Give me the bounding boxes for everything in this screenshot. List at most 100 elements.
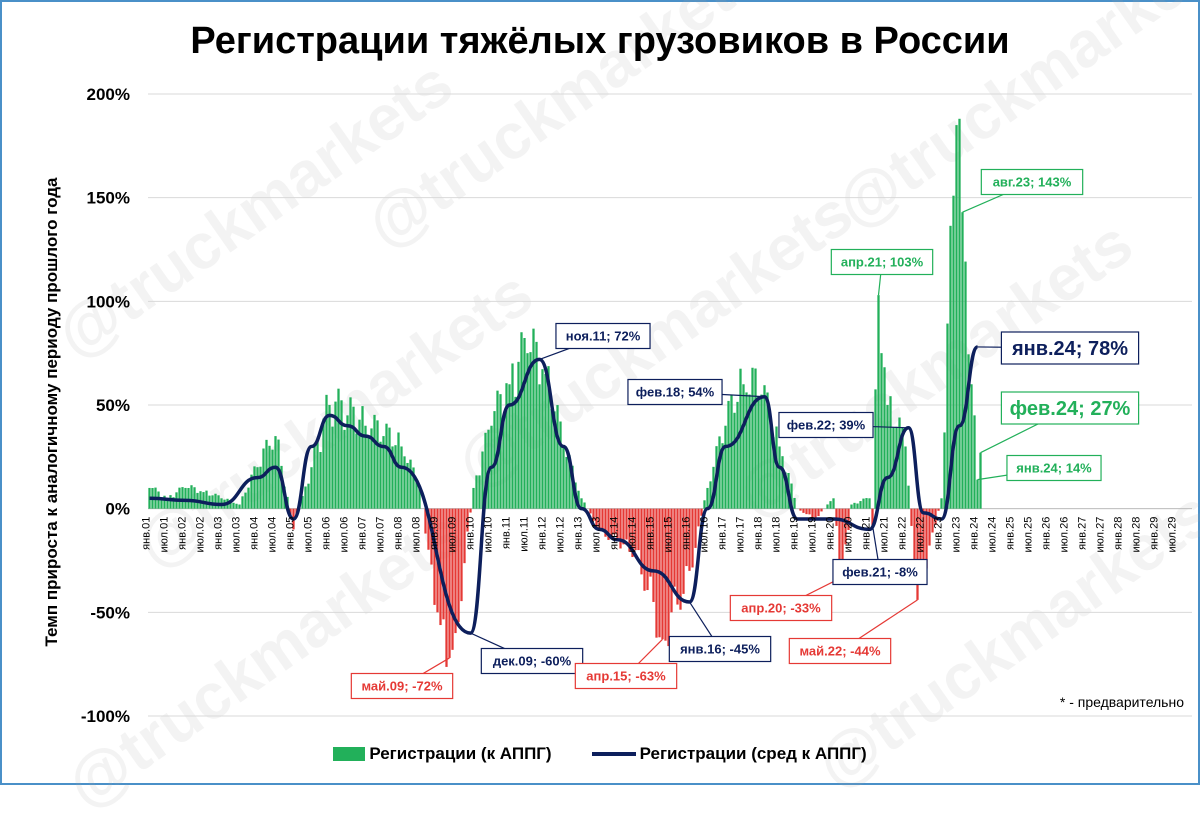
y-tick-label: 100%: [87, 292, 130, 311]
bar: [403, 456, 406, 509]
x-tick-label: июл.01: [159, 517, 171, 553]
bar: [277, 439, 280, 509]
bar: [790, 483, 793, 509]
bar: [526, 353, 529, 509]
bar: [502, 419, 505, 509]
x-tick-label: янв.02: [177, 517, 189, 550]
bar: [763, 385, 766, 509]
x-tick-label: янв.16: [681, 517, 693, 550]
bar: [190, 485, 193, 509]
x-tick-label: янв.28: [1113, 517, 1125, 550]
x-tick-label: июл.08: [411, 517, 423, 553]
bar: [742, 384, 745, 509]
bar: [751, 367, 754, 509]
bar: [592, 508, 595, 521]
callout-label: апр.20; -33%: [741, 601, 821, 616]
bar: [898, 417, 901, 509]
bar: [172, 497, 175, 509]
bar: [313, 445, 316, 509]
bar: [559, 421, 562, 509]
bar: [799, 508, 802, 511]
x-tick-label: июл.16: [699, 517, 711, 553]
bar: [160, 497, 163, 509]
x-tick-label: янв.04: [249, 517, 261, 550]
bar: [754, 368, 757, 509]
bar: [304, 486, 307, 509]
bar: [520, 332, 523, 509]
bar: [817, 508, 820, 517]
bar: [361, 406, 364, 509]
x-tick-label: янв.12: [537, 517, 549, 550]
bar: [427, 508, 430, 550]
bar: [241, 496, 244, 509]
x-tick-label: июл.21: [879, 517, 891, 553]
bar: [688, 508, 691, 571]
bar: [970, 384, 973, 509]
bar: [448, 508, 451, 658]
bar: [184, 487, 187, 509]
bar: [589, 508, 592, 514]
bar: [613, 508, 616, 535]
bar: [931, 508, 934, 533]
bar: [760, 394, 763, 509]
x-tick-label: июл.03: [231, 517, 243, 553]
bar: [382, 436, 385, 509]
x-tick-label: июл.11: [519, 517, 531, 552]
x-tick-label: июл.19: [807, 517, 819, 553]
bar: [940, 498, 943, 509]
x-tick-label: июл.27: [1095, 517, 1107, 553]
bar: [484, 432, 487, 509]
x-tick-label: июл.06: [339, 517, 351, 553]
legend-item-line: Регистрации (сред к АППГ): [591, 744, 867, 764]
bar: [808, 508, 811, 515]
bar: [505, 383, 508, 509]
bar: [868, 498, 871, 509]
bar: [646, 508, 649, 591]
bar: [181, 487, 184, 509]
legend-item-bars: Регистрации (к АППГ): [333, 744, 552, 764]
bar: [568, 455, 571, 509]
x-tick-label: июл.15: [663, 517, 675, 553]
bar: [301, 496, 304, 509]
bar: [475, 475, 478, 509]
bar: [358, 419, 361, 509]
bar: [844, 508, 847, 545]
x-tick-label: июл.23: [951, 517, 963, 553]
bar: [832, 498, 835, 509]
bar: [937, 508, 940, 511]
bar: [724, 425, 727, 509]
x-tick-label: янв.09: [429, 517, 441, 550]
bar: [322, 418, 325, 509]
bar: [235, 503, 238, 509]
bar: [412, 467, 415, 509]
bar: [691, 508, 694, 568]
bar: [256, 467, 259, 509]
bar: [385, 423, 388, 509]
x-tick-label: янв.26: [1041, 517, 1053, 550]
x-tick-label: июл.09: [447, 517, 459, 553]
bar: [280, 465, 283, 509]
bar: [508, 384, 511, 509]
bar: [415, 481, 418, 509]
bar: [766, 392, 769, 509]
bar: [814, 508, 817, 520]
callout-label: май.09; -72%: [361, 679, 442, 694]
bar: [349, 397, 352, 509]
bar: [550, 409, 553, 509]
y-tick-label: -100%: [81, 707, 130, 726]
bar: [952, 195, 955, 509]
callout-box: [668, 635, 772, 663]
bar: [622, 508, 625, 545]
callout-box: [778, 411, 874, 439]
bar: [697, 508, 700, 527]
bar: [274, 436, 277, 509]
bar: [247, 487, 250, 509]
bar: [319, 452, 322, 509]
callout-box: [350, 672, 454, 700]
callout-label: авг.23; 143%: [993, 175, 1072, 190]
bar: [793, 497, 796, 509]
x-tick-label: янв.27: [1077, 517, 1089, 550]
bar: [259, 466, 262, 509]
bar: [976, 479, 979, 509]
bar: [802, 508, 805, 513]
